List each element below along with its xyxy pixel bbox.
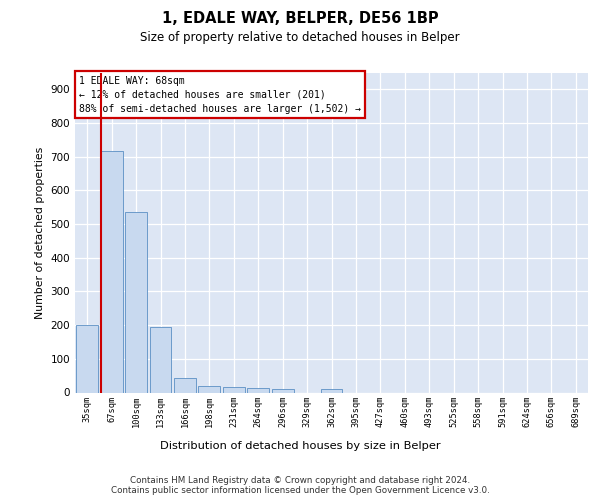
Text: 1, EDALE WAY, BELPER, DE56 1BP: 1, EDALE WAY, BELPER, DE56 1BP [161,11,439,26]
Bar [320,390,343,392]
Bar [76,325,98,392]
Bar [125,212,147,392]
Bar [199,386,220,392]
Bar [101,151,122,392]
Text: Size of property relative to detached houses in Belper: Size of property relative to detached ho… [140,31,460,44]
Bar [247,388,269,392]
Bar [174,378,196,392]
Text: 1 EDALE WAY: 68sqm
← 12% of detached houses are smaller (201)
88% of semi-detach: 1 EDALE WAY: 68sqm ← 12% of detached hou… [79,76,361,114]
Text: Contains HM Land Registry data © Crown copyright and database right 2024.
Contai: Contains HM Land Registry data © Crown c… [110,476,490,496]
Bar [149,327,172,392]
Bar [272,389,293,392]
Bar [223,388,245,392]
Text: Distribution of detached houses by size in Belper: Distribution of detached houses by size … [160,441,440,451]
Y-axis label: Number of detached properties: Number of detached properties [35,146,45,318]
